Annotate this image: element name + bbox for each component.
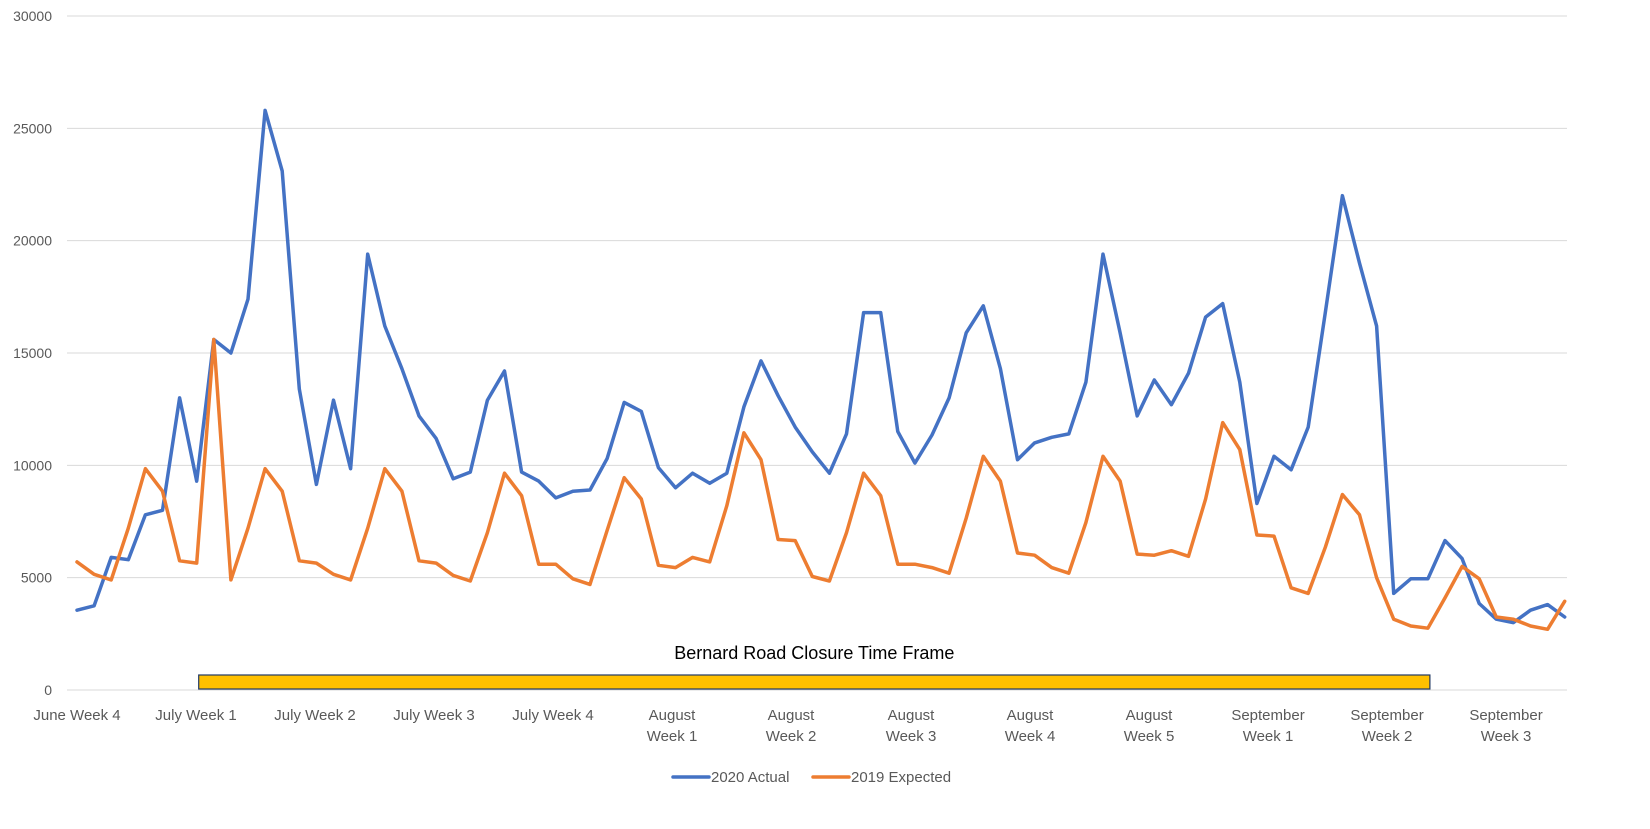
series-line-2019-expected (75, 337, 1567, 632)
x-tick-label-line: July Week 3 (393, 707, 474, 724)
x-tick-label-line: August (768, 707, 816, 724)
x-tick-label-line: June Week 4 (33, 707, 120, 724)
series-line-2020-actual (75, 108, 1567, 625)
x-tick-label: August Week 2 (766, 707, 817, 745)
y-axis-tick-labels: 0 5000 10000 15000 20000 25000 30000 (13, 8, 52, 698)
x-tick-label-line: August (1126, 707, 1174, 724)
data-series (75, 108, 1567, 632)
x-tick-label: September Week 2 (1350, 707, 1423, 745)
y-tick-label: 0 (44, 682, 52, 698)
x-tick-label: September Week 1 (1231, 707, 1304, 745)
y-tick-label: 15000 (13, 345, 52, 361)
closure-time-frame-bar (198, 674, 1431, 690)
x-tick-label: July Week 1 (155, 707, 236, 724)
x-axis-tick-labels: June Week 4 July Week 1 July Week 2 July We… (33, 707, 1542, 745)
x-tick-label-line: July Week 2 (274, 707, 355, 724)
y-tick-label: 25000 (13, 120, 52, 136)
x-tick-label-line: Week 2 (1362, 728, 1413, 745)
x-tick-label: September Week 3 (1469, 707, 1542, 745)
x-tick-label-line: September (1469, 707, 1542, 724)
x-tick-label: August Week 1 (647, 707, 698, 745)
x-tick-label-line: August (1007, 707, 1055, 724)
y-tick-label: 30000 (13, 8, 52, 24)
x-tick-label-line: Week 1 (1243, 728, 1294, 745)
x-tick-label-line: August (888, 707, 936, 724)
x-tick-label-line: Week 4 (1005, 728, 1056, 745)
y-tick-label: 5000 (21, 570, 52, 586)
x-tick-label: August Week 5 (1124, 707, 1175, 745)
x-tick-label-line: Week 3 (1481, 728, 1532, 745)
legend: 2020 Actual 2019 Expected (671, 769, 951, 786)
x-tick-label-line: September (1350, 707, 1423, 724)
x-tick-label-line: Week 2 (766, 728, 817, 745)
x-tick-label: June Week 4 (33, 707, 120, 724)
x-tick-label: July Week 3 (393, 707, 474, 724)
x-tick-label: July Week 2 (274, 707, 355, 724)
x-tick-label-line: July Week 1 (155, 707, 236, 724)
gridlines (67, 15, 1567, 691)
legend-item-2020-actual: 2020 Actual (671, 769, 789, 786)
x-tick-label-line: September (1231, 707, 1304, 724)
legend-item-2019-expected: 2019 Expected (811, 769, 951, 786)
x-tick-label-line: July Week 4 (512, 707, 593, 724)
y-tick-label: 20000 (13, 233, 52, 249)
x-tick-label-line: August (649, 707, 697, 724)
closure-time-frame-label: Bernard Road Closure Time Frame (674, 643, 954, 663)
x-tick-label: August Week 3 (886, 707, 937, 745)
legend-label-2020-actual: 2020 Actual (711, 769, 789, 786)
x-tick-label: July Week 4 (512, 707, 593, 724)
x-tick-label-line: Week 5 (1124, 728, 1175, 745)
x-tick-label: August Week 4 (1005, 707, 1056, 745)
legend-label-2019-expected: 2019 Expected (851, 769, 951, 786)
closure-annotation: Bernard Road Closure Time Frame (198, 643, 1431, 690)
x-tick-label-line: Week 3 (886, 728, 937, 745)
y-tick-label: 10000 (13, 457, 52, 473)
x-tick-label-line: Week 1 (647, 728, 698, 745)
